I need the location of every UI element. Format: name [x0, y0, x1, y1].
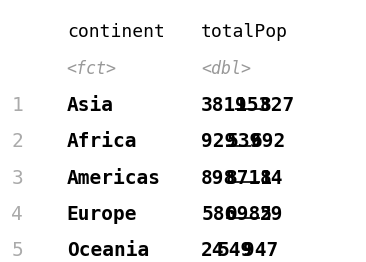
Text: <fct>: <fct> — [67, 59, 117, 78]
Text: 953: 953 — [235, 96, 270, 115]
Text: totalPop: totalPop — [201, 23, 288, 41]
Text: 5: 5 — [11, 241, 23, 260]
Text: 24: 24 — [201, 241, 225, 260]
Text: 1: 1 — [11, 96, 23, 115]
Text: Americas: Americas — [67, 168, 161, 188]
Text: 3: 3 — [11, 168, 23, 188]
Text: Europe: Europe — [67, 205, 137, 224]
Text: <dbl>: <dbl> — [201, 59, 251, 78]
Text: 8711: 8711 — [226, 168, 273, 188]
Text: 549: 549 — [218, 241, 253, 260]
Text: 947: 947 — [243, 241, 278, 260]
Text: 692: 692 — [251, 132, 287, 151]
Text: Oceania: Oceania — [67, 241, 149, 260]
Text: 29: 29 — [259, 205, 283, 224]
Text: continent: continent — [67, 23, 165, 41]
Text: 4: 4 — [11, 205, 23, 224]
Text: Africa: Africa — [67, 132, 137, 151]
Text: 3811: 3811 — [201, 96, 248, 115]
Text: 898: 898 — [201, 168, 236, 188]
Text: 929: 929 — [201, 132, 236, 151]
Text: 84: 84 — [259, 168, 283, 188]
Text: 827: 827 — [259, 96, 295, 115]
Text: 2: 2 — [11, 132, 23, 151]
Text: 586: 586 — [201, 205, 236, 224]
Text: Asia: Asia — [67, 96, 114, 115]
Text: 539: 539 — [226, 132, 261, 151]
Text: 0985: 0985 — [226, 205, 273, 224]
